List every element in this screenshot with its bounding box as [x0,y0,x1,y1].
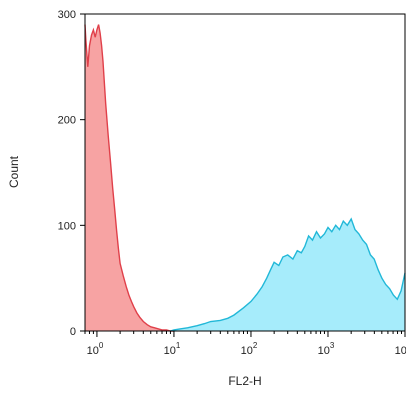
x-tick-label: 103 [318,341,335,357]
y-axis-label: Count [7,155,21,188]
y-axis-ticks: 0 100 200 300 [58,9,85,338]
series-1-area [85,24,174,331]
y-tick-label: 0 [70,326,76,338]
x-tick-label: 101 [164,341,181,357]
x-axis-ticks: 100 101 102 103 104 [84,331,406,357]
y-tick-label: 300 [58,9,76,21]
y-tick-label: 100 [58,220,76,232]
x-tick-label: 104 [395,341,406,357]
x-tick-label: 102 [241,341,258,357]
series-2-area [170,219,405,331]
series-2-outline [170,217,406,332]
x-tick-label: 100 [87,341,104,357]
series-1-outline [84,24,174,332]
plot-frame [84,13,406,332]
series-layer [84,24,406,332]
x-axis-label: FL2-H [228,374,261,388]
y-tick-label: 200 [58,115,76,127]
